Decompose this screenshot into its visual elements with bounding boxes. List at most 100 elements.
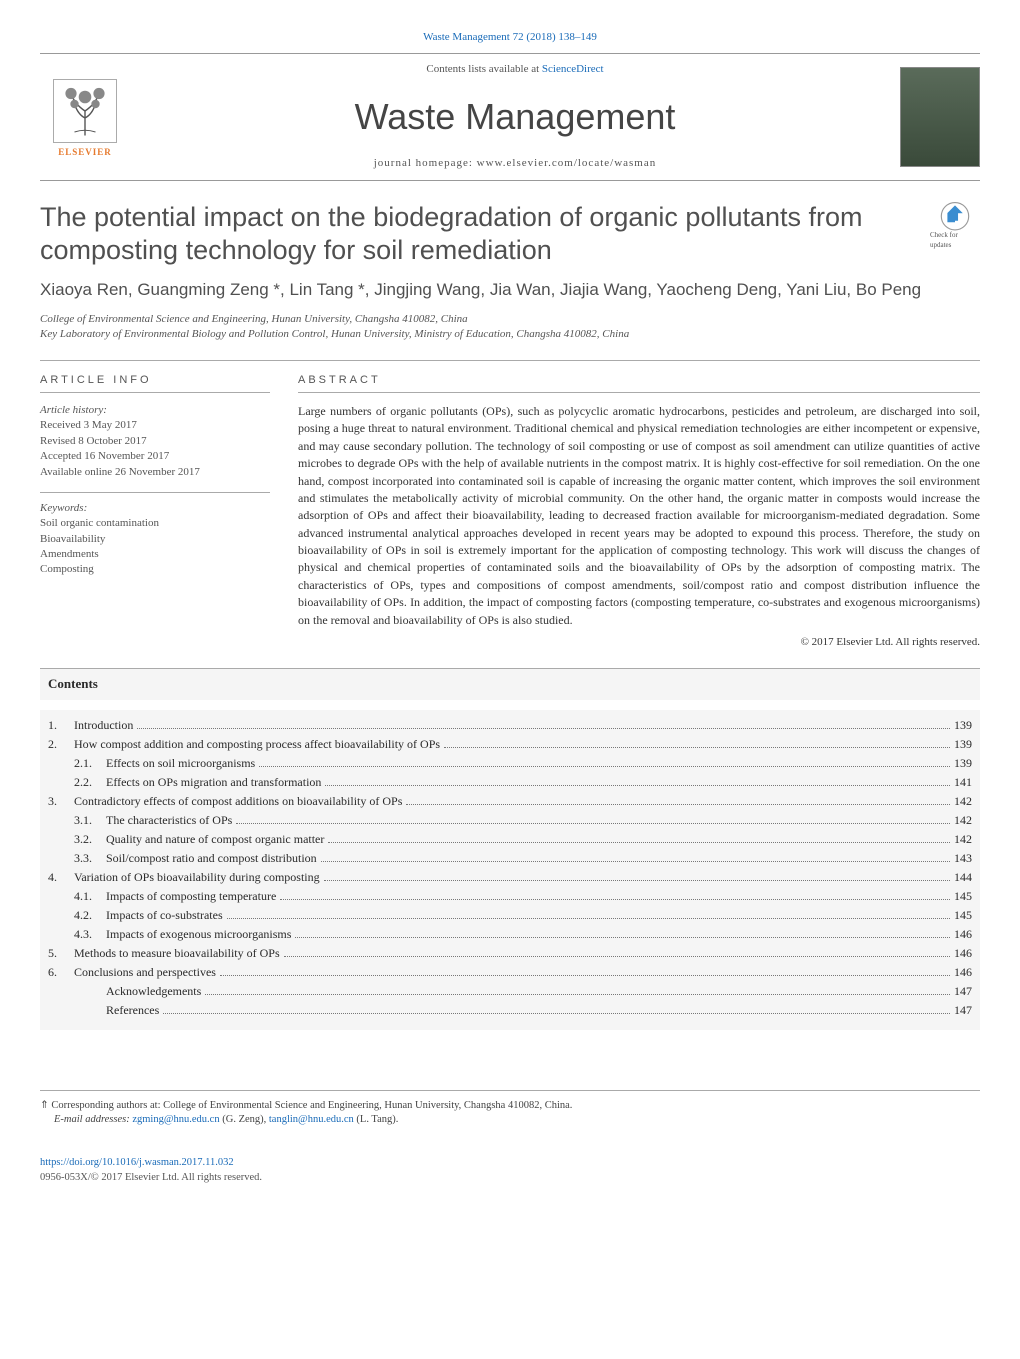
- toc-number: 2.1.: [48, 754, 106, 772]
- keyword-1: Soil organic contamination: [40, 516, 270, 531]
- journal-homepage[interactable]: journal homepage: www.elsevier.com/locat…: [130, 156, 900, 171]
- toc-dots: [444, 747, 950, 748]
- toc-number: 1.: [48, 716, 74, 734]
- toc-dots: [325, 785, 950, 786]
- toc-row[interactable]: 1.Introduction 139: [48, 716, 972, 734]
- table-of-contents: 1.Introduction 1392.How compost addition …: [40, 710, 980, 1030]
- contents-available: Contents lists available at ScienceDirec…: [130, 62, 900, 77]
- journal-reference[interactable]: Waste Management 72 (2018) 138–149: [40, 30, 980, 45]
- toc-row[interactable]: Acknowledgements 147: [48, 982, 972, 1000]
- toc-page: 146: [954, 944, 972, 962]
- toc-number: 4.1.: [48, 887, 106, 905]
- keyword-3: Amendments: [40, 547, 270, 562]
- authors-line: Xiaoya Ren, Guangming Zeng *, Lin Tang *…: [40, 278, 980, 302]
- toc-row[interactable]: 3.Contradictory effects of compost addit…: [48, 792, 972, 810]
- crossmark-icon: [938, 201, 972, 231]
- abstract-text: Large numbers of organic pollutants (OPs…: [298, 403, 980, 629]
- toc-page: 145: [954, 906, 972, 924]
- toc-label: Impacts of co-substrates: [106, 906, 223, 924]
- toc-dots: [163, 1013, 950, 1014]
- history-label: Article history:: [40, 403, 270, 418]
- toc-page: 147: [954, 982, 972, 1000]
- issn-line: 0956-053X/© 2017 Elsevier Ltd. All right…: [40, 1171, 980, 1186]
- toc-number: 5.: [48, 944, 74, 962]
- divider: [40, 492, 270, 493]
- corresponding-authors: ⇑ Corresponding authors at: College of E…: [40, 1099, 980, 1114]
- journal-header: ELSEVIER Contents lists available at Sci…: [40, 53, 980, 180]
- keyword-2: Bioavailability: [40, 532, 270, 547]
- toc-number: 4.: [48, 868, 74, 886]
- toc-dots: [406, 804, 950, 805]
- toc-page: 142: [954, 830, 972, 848]
- affiliations: College of Environmental Science and Eng…: [40, 312, 980, 342]
- email-1[interactable]: zgming@hnu.edu.cn: [132, 1114, 219, 1125]
- article-info: ARTICLE INFO Article history: Received 3…: [40, 373, 270, 651]
- toc-number: 3.2.: [48, 830, 106, 848]
- toc-number: 3.3.: [48, 849, 106, 867]
- journal-header-center: Contents lists available at ScienceDirec…: [130, 62, 900, 171]
- toc-page: 139: [954, 754, 972, 772]
- toc-label: Contradictory effects of compost additio…: [74, 792, 402, 810]
- toc-dots: [324, 880, 950, 881]
- check-updates-badge[interactable]: Check for updates: [930, 201, 980, 251]
- toc-row[interactable]: 2.1.Effects on soil microorganisms139: [48, 754, 972, 772]
- toc-row[interactable]: 4.3.Impacts of exogenous microorganisms1…: [48, 925, 972, 943]
- toc-page: 139: [954, 716, 972, 734]
- toc-dots: [236, 823, 950, 824]
- affiliation-2: Key Laboratory of Environmental Biology …: [40, 327, 980, 342]
- history-received: Received 3 May 2017: [40, 418, 270, 433]
- doi-link[interactable]: https://doi.org/10.1016/j.wasman.2017.11…: [40, 1156, 980, 1171]
- publisher-logo: ELSEVIER: [40, 72, 130, 162]
- article-history: Article history: Received 3 May 2017 Rev…: [40, 403, 270, 480]
- elsevier-tree-icon: [50, 76, 120, 146]
- history-revised: Revised 8 October 2017: [40, 434, 270, 449]
- toc-row[interactable]: 5.Methods to measure bioavailability of …: [48, 944, 972, 962]
- toc-dots: [295, 937, 950, 938]
- journal-cover-thumbnail: [900, 67, 980, 167]
- toc-number: 6.: [48, 963, 74, 981]
- toc-row[interactable]: 4.1.Impacts of composting temperature145: [48, 887, 972, 905]
- toc-row[interactable]: 3.2.Quality and nature of compost organi…: [48, 830, 972, 848]
- toc-label: Introduction: [74, 716, 133, 734]
- toc-dots: [137, 728, 950, 729]
- toc-row[interactable]: 4.2.Impacts of co-substrates 145: [48, 906, 972, 924]
- toc-row[interactable]: 2.How compost addition and composting pr…: [48, 735, 972, 753]
- toc-dots: [284, 956, 950, 957]
- toc-row[interactable]: 4.Variation of OPs bioavailability durin…: [48, 868, 972, 886]
- affiliation-1: College of Environmental Science and Eng…: [40, 312, 980, 327]
- footer-bottom: https://doi.org/10.1016/j.wasman.2017.11…: [40, 1156, 980, 1185]
- toc-label: Impacts of exogenous microorganisms: [106, 925, 291, 943]
- contents-heading: Contents: [40, 668, 980, 699]
- sciencedirect-link[interactable]: ScienceDirect: [542, 63, 604, 75]
- toc-number: 4.2.: [48, 906, 106, 924]
- toc-number: 3.: [48, 792, 74, 810]
- toc-page: 142: [954, 792, 972, 810]
- toc-number: 2.2.: [48, 773, 106, 791]
- abstract: ABSTRACT Large numbers of organic pollut…: [298, 373, 980, 651]
- toc-row[interactable]: 6.Conclusions and perspectives146: [48, 963, 972, 981]
- toc-label: Acknowledgements: [106, 982, 201, 1000]
- email-line: E-mail addresses: zgming@hnu.edu.cn (G. …: [40, 1113, 980, 1128]
- toc-label: Methods to measure bioavailability of OP…: [74, 944, 280, 962]
- article-title: The potential impact on the biodegradati…: [40, 201, 930, 269]
- toc-page: 143: [954, 849, 972, 867]
- keywords-block: Keywords: Soil organic contamination Bio…: [40, 501, 270, 578]
- emails-label: E-mail addresses:: [54, 1114, 130, 1125]
- toc-label: The characteristics of OPs: [106, 811, 232, 829]
- email-2[interactable]: tanglin@hnu.edu.cn: [269, 1114, 354, 1125]
- toc-row[interactable]: 3.3.Soil/compost ratio and compost distr…: [48, 849, 972, 867]
- email-1-name: (G. Zeng),: [222, 1114, 266, 1125]
- toc-dots: [328, 842, 950, 843]
- toc-label: Conclusions and perspectives: [74, 963, 216, 981]
- toc-row[interactable]: References147: [48, 1001, 972, 1019]
- toc-row[interactable]: 3.1.The characteristics of OPs142: [48, 811, 972, 829]
- toc-label: Effects on OPs migration and transformat…: [106, 773, 321, 791]
- toc-dots: [205, 994, 950, 995]
- toc-page: 144: [954, 868, 972, 886]
- toc-row[interactable]: 2.2.Effects on OPs migration and transfo…: [48, 773, 972, 791]
- footer: ⇑ Corresponding authors at: College of E…: [40, 1090, 980, 1186]
- toc-dots: [259, 766, 950, 767]
- toc-number: 2.: [48, 735, 74, 753]
- article-header: The potential impact on the biodegradati…: [40, 201, 980, 269]
- toc-page: 145: [954, 887, 972, 905]
